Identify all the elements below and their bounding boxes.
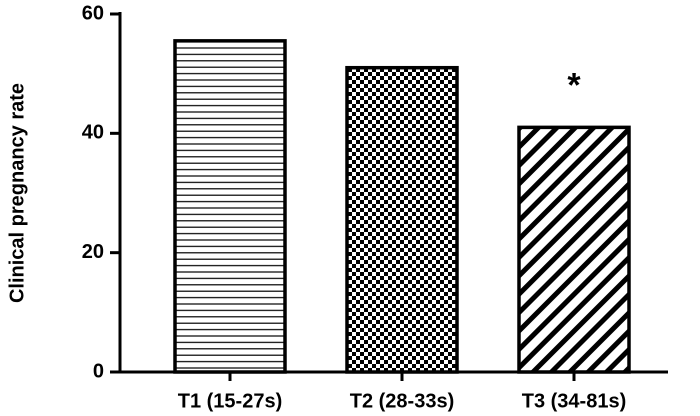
bar bbox=[345, 65, 459, 374]
y-axis-label: Clinical pregnancy rate bbox=[6, 83, 28, 303]
x-tick-label: T2 (28-33s) bbox=[350, 390, 455, 412]
x-tick-label: T1 (15-27s) bbox=[178, 390, 283, 412]
y-tick-label: 20 bbox=[82, 241, 104, 263]
annotation: * bbox=[567, 66, 581, 104]
y-tick-label: 60 bbox=[82, 2, 104, 24]
bar bbox=[173, 39, 287, 374]
y-tick-label: 0 bbox=[93, 360, 104, 382]
x-tick-label: T3 (34-81s) bbox=[522, 390, 627, 412]
y-tick-label: 40 bbox=[82, 122, 104, 144]
bar bbox=[517, 125, 631, 374]
